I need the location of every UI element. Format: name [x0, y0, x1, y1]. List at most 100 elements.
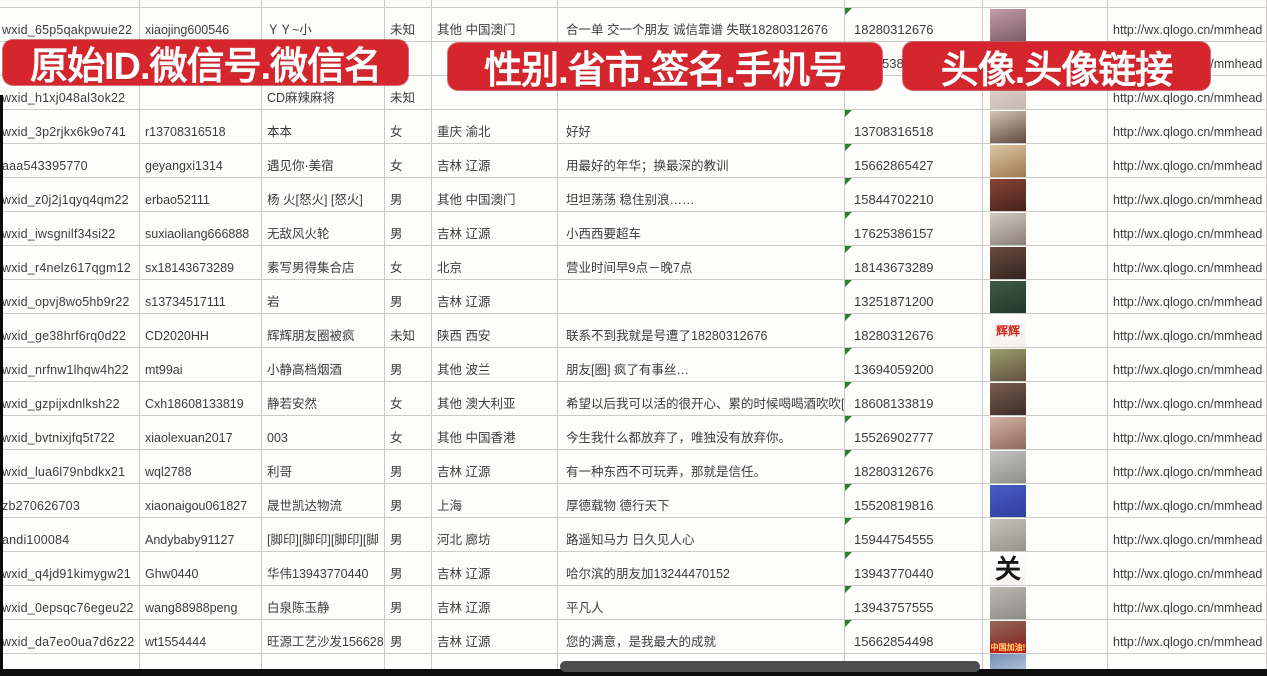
cell-region[interactable]: 陕西 西安	[432, 314, 558, 348]
cell-phone[interactable]: 13694059200	[845, 348, 983, 382]
cell-avatar[interactable]	[983, 382, 1108, 416]
cell-original-id[interactable]: wxid_da7eo0ua7d6z22	[0, 620, 140, 654]
cell-region[interactable]: 其他 澳大利亚	[432, 382, 558, 416]
cell-phone[interactable]: 13943757555	[845, 586, 983, 620]
cell-signature[interactable]: 坦坦荡荡 稳住别浪……	[558, 178, 845, 212]
cell-avatar-url[interactable]: http://wx.qlogo.cn/mmhead	[1108, 144, 1267, 178]
cell-signature[interactable]: 您的满意，是我最大的成就	[558, 620, 845, 654]
cell-wechat-name[interactable]: [脚印][脚印][脚印][脚	[262, 518, 385, 552]
cell-region[interactable]: 其他 波兰	[432, 348, 558, 382]
cell-signature[interactable]: 平凡人	[558, 586, 845, 620]
cell-gender[interactable]: 男	[385, 178, 432, 212]
cell-signature[interactable]	[558, 76, 845, 110]
cell-avatar-url[interactable]: http://wx.qlogo.cn/mmhead	[1108, 314, 1267, 348]
cell-region[interactable]: 河北 廊坊	[432, 518, 558, 552]
cell-original-id[interactable]: wxid_gzpijxdnlksh22	[0, 382, 140, 416]
cell-phone[interactable]: 17625386157	[845, 212, 983, 246]
cell-original-id[interactable]: wxid_r4nelz617qgm12	[0, 246, 140, 280]
cell-wechat-name[interactable]: 华伟13943770440	[262, 552, 385, 586]
cell-gender[interactable]: 男	[385, 280, 432, 314]
cell-original-id[interactable]: wxid_0epsqc76egeu22	[0, 586, 140, 620]
cell-avatar-url[interactable]: http://wx.qlogo.cn/mmhead	[1108, 586, 1267, 620]
cell-phone[interactable]	[845, 76, 983, 110]
cell-gender[interactable]	[385, 42, 432, 76]
cell-gender[interactable]: 男	[385, 450, 432, 484]
cell-gender[interactable]: 女	[385, 246, 432, 280]
cell-avatar-url[interactable]: http://wx.qlogo.cn/mmhead	[1108, 8, 1267, 42]
cell-avatar-url[interactable]: http://wx.qlogo.cn/mmhead	[1108, 280, 1267, 314]
cell-phone[interactable]: 18143673289	[845, 246, 983, 280]
cell-gender[interactable]: 女	[385, 382, 432, 416]
cell-phone[interactable]: 15944754555	[845, 518, 983, 552]
cell-wechat-name[interactable]: 旺源工艺沙发15662854	[262, 620, 385, 654]
cell-avatar[interactable]: 关	[983, 552, 1108, 586]
cell-wechat-id[interactable]: xiaolexuan2017	[140, 416, 262, 450]
cell-wechat-id[interactable]: Andybaby91127	[140, 518, 262, 552]
cell-signature[interactable]: 朋友[圈] 疯了有事丝…	[558, 348, 845, 382]
cell-gender[interactable]: 男	[385, 586, 432, 620]
cell-phone[interactable]: 15520819816	[845, 484, 983, 518]
cell-avatar-url[interactable]: http://wx.qlogo.cn/mmhead	[1108, 212, 1267, 246]
cell-avatar[interactable]	[983, 416, 1108, 450]
cell-phone[interactable]: 18280312676	[845, 314, 983, 348]
cell-region[interactable]: 重庆 渝北	[432, 110, 558, 144]
cell-avatar-url[interactable]: http://wx.qlogo.cn/mmhead	[1108, 382, 1267, 416]
cell-wechat-id[interactable]: mt99ai	[140, 348, 262, 382]
cell-region[interactable]: 吉林 辽源	[432, 280, 558, 314]
cell-phone[interactable]: 18280312676	[845, 8, 983, 42]
cell-wechat-id[interactable]: Ghw0440	[140, 552, 262, 586]
cell-gender[interactable]: 未知	[385, 314, 432, 348]
cell-wechat-name[interactable]: 杨 火[怒火] [怒火]	[262, 178, 385, 212]
cell-avatar[interactable]	[983, 246, 1108, 280]
cell-region[interactable]: 吉林 辽源	[432, 450, 558, 484]
cell-original-id[interactable]: zb270626703	[0, 484, 140, 518]
cell-region[interactable]: 北京	[432, 246, 558, 280]
cell-phone[interactable]: 13943770440	[845, 552, 983, 586]
cell-avatar-url[interactable]: http://wx.qlogo.cn/mmhead	[1108, 416, 1267, 450]
cell-avatar[interactable]	[983, 178, 1108, 212]
cell-region[interactable]: 吉林 辽源	[432, 620, 558, 654]
cell-wechat-name[interactable]: 003	[262, 416, 385, 450]
cell-original-id[interactable]: andi100084	[0, 518, 140, 552]
cell-region[interactable]: 吉林 辽源	[432, 212, 558, 246]
cell-avatar-url[interactable]: http://wx.qlogo.cn/mmhead	[1108, 518, 1267, 552]
cell-original-id[interactable]: wxid_q4jd91kimygw21	[0, 552, 140, 586]
cell-signature[interactable]: 哈尔滨的朋友加13244470152	[558, 552, 845, 586]
cell-avatar-url[interactable]: http://wx.qlogo.cn/mmhead	[1108, 484, 1267, 518]
cell-avatar[interactable]	[983, 8, 1108, 42]
cell-original-id[interactable]: wxid_bvtnixjfq5t722	[0, 416, 140, 450]
cell-gender[interactable]: 男	[385, 620, 432, 654]
cell-original-id[interactable]: wxid_ge38hrf6rq0d22	[0, 314, 140, 348]
cell-signature[interactable]: 路遥知马力 日久见人心	[558, 518, 845, 552]
cell-wechat-id[interactable]: geyangxi1314	[140, 144, 262, 178]
cell-signature[interactable]: 今生我什么都放弃了，唯独没有放弃你。	[558, 416, 845, 450]
cell-gender[interactable]: 女	[385, 416, 432, 450]
cell-gender[interactable]: 未知	[385, 76, 432, 110]
cell-original-id[interactable]: wxid_3p2rjkx6k9o741	[0, 110, 140, 144]
cell-wechat-id[interactable]	[140, 76, 262, 110]
cell-avatar[interactable]	[983, 518, 1108, 552]
cell-avatar-url[interactable]: http://wx.qlogo.cn/mmhead	[1108, 178, 1267, 212]
cell-region[interactable]: 吉林 辽源	[432, 552, 558, 586]
cell-signature[interactable]: 小西西要超车	[558, 212, 845, 246]
cell-wechat-name[interactable]: 辉辉朋友圈被疯	[262, 314, 385, 348]
cell-phone[interactable]: 15662854498	[845, 620, 983, 654]
cell-avatar-url[interactable]: http://wx.qlogo.cn/mmhead	[1108, 348, 1267, 382]
cell-wechat-name[interactable]: 遇见你·美宿	[262, 144, 385, 178]
cell-phone[interactable]: 15844702210	[845, 178, 983, 212]
cell-wechat-id[interactable]: sx18143673289	[140, 246, 262, 280]
cell-region[interactable]: 吉林 辽源	[432, 144, 558, 178]
cell-region[interactable]: 其他 中国香港	[432, 416, 558, 450]
cell-avatar[interactable]	[983, 144, 1108, 178]
cell-signature[interactable]: 有一种东西不可玩弄，那就是信任。	[558, 450, 845, 484]
cell-signature[interactable]	[558, 280, 845, 314]
cell-avatar[interactable]: 辉辉	[983, 314, 1108, 348]
cell-region[interactable]: 其他 中国澳门	[432, 8, 558, 42]
cell-avatar[interactable]: 中国加油!	[983, 620, 1108, 654]
cell-wechat-id[interactable]: erbao52111	[140, 178, 262, 212]
cell-gender[interactable]: 女	[385, 110, 432, 144]
cell-wechat-name[interactable]: 岩	[262, 280, 385, 314]
cell-avatar[interactable]	[983, 484, 1108, 518]
cell-avatar-url[interactable]: http://wx.qlogo.cn/mmhead	[1108, 552, 1267, 586]
cell-original-id[interactable]: aaa543395770	[0, 144, 140, 178]
